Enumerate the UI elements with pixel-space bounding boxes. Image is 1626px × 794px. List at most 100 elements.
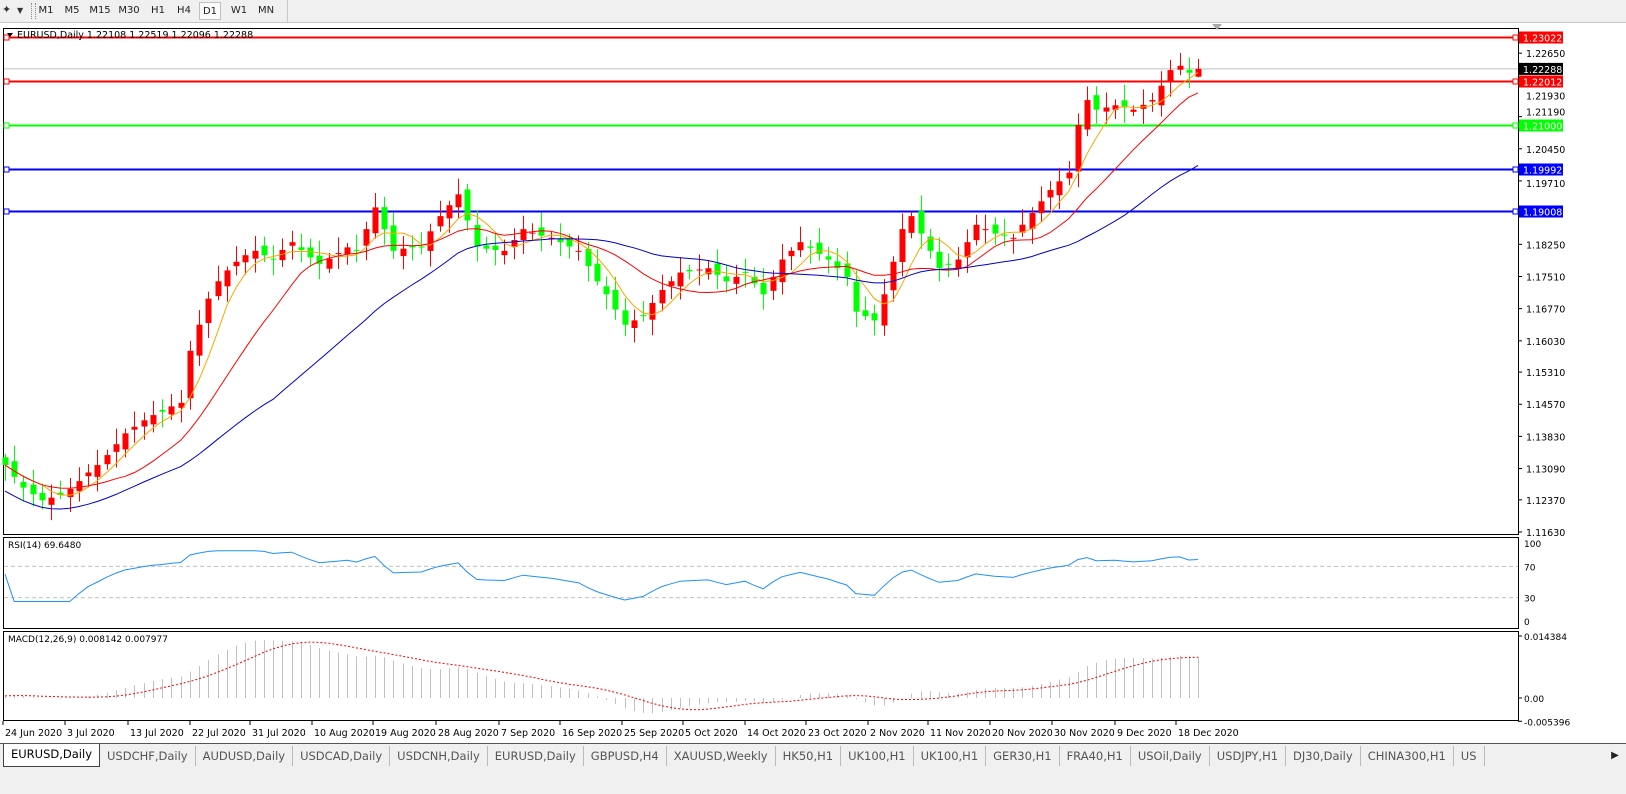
candle[interactable] [270,245,277,276]
chart-tab[interactable]: GER30,H1 [986,746,1060,766]
candle[interactable] [982,214,989,245]
candle[interactable] [30,469,37,507]
candle[interactable] [363,221,370,261]
candle[interactable] [908,211,915,239]
candle[interactable] [242,249,249,275]
candle[interactable] [807,240,814,264]
timeframe-m5[interactable]: M5 [64,5,80,16]
candle[interactable] [566,233,573,259]
candle[interactable] [11,445,18,484]
chart-tab[interactable]: USDCHF,Daily [100,746,196,766]
candle[interactable] [575,235,582,261]
toolbar-grip[interactable] [31,3,36,19]
candle[interactable] [1195,58,1202,78]
candle[interactable] [603,276,610,310]
level-handle-left[interactable] [3,166,10,173]
candle[interactable] [289,230,296,260]
level-handle-left[interactable] [3,122,10,129]
candle[interactable] [622,298,629,337]
candle[interactable] [122,428,129,458]
candle[interactable] [538,212,545,252]
candle[interactable] [640,301,647,322]
level-handle-right[interactable] [1512,166,1519,173]
chart-tab[interactable]: HK50,H1 [776,746,842,766]
level-handle-left[interactable] [3,208,10,215]
candle[interactable] [372,193,379,239]
candle[interactable] [945,253,952,278]
candle[interactable] [557,223,564,257]
chart-tab[interactable]: DJ30,Daily [1286,746,1361,766]
level-handle-left[interactable] [3,78,10,85]
candle[interactable] [992,217,999,245]
candle[interactable] [261,236,268,262]
candle[interactable] [1177,52,1184,76]
candle[interactable] [1038,186,1045,223]
candle[interactable] [316,240,323,280]
candle[interactable] [279,238,286,267]
line-tools-icon[interactable]: ✦ [2,3,12,16]
candle[interactable] [159,399,166,428]
candle[interactable] [1029,207,1036,245]
candle[interactable] [178,390,185,423]
chart-tab[interactable]: FRA40,H1 [1060,746,1131,766]
candle[interactable] [326,252,333,273]
candle[interactable] [659,274,666,312]
candle[interactable] [205,291,212,339]
candle[interactable] [492,231,499,266]
candle[interactable] [973,214,980,246]
chart-tab[interactable]: CHINA300,H1 [1361,746,1454,766]
level-handle-right[interactable] [1512,78,1519,85]
candle[interactable] [381,196,388,245]
candle[interactable] [816,227,823,261]
level-handle-right[interactable] [1512,122,1519,129]
chart-tab[interactable]: UK100,H1 [841,746,914,766]
candle[interactable] [899,213,906,277]
candle[interactable] [483,236,490,253]
chart-tab[interactable]: USDJPY,H1 [1210,746,1287,766]
candle[interactable] [1149,92,1156,112]
candle[interactable] [936,237,943,282]
main-price-panel[interactable] [3,28,1519,535]
chart-tab[interactable]: XAUUSD,Weekly [667,746,776,766]
candle[interactable] [770,270,777,300]
candle[interactable] [437,200,444,232]
candle[interactable] [594,249,601,286]
candle[interactable] [474,209,481,262]
candle[interactable] [705,260,712,280]
chart-canvas[interactable]: 1.22650 1.21930 1.21190 1.20450 1.19710 1.182… [0,23,1626,743]
candle[interactable] [881,279,888,336]
candle[interactable] [955,247,962,277]
candle[interactable] [446,200,453,233]
candle[interactable] [871,304,878,336]
candle[interactable] [39,483,46,510]
candle[interactable] [48,484,55,521]
candle[interactable] [788,247,795,270]
dropdown-arrow-icon[interactable]: ▼ [17,6,24,15]
candle[interactable] [918,195,925,250]
candle[interactable] [131,411,138,443]
candle[interactable] [1186,57,1193,89]
candle[interactable] [1167,60,1174,97]
candle[interactable] [714,249,721,290]
candle[interactable] [742,258,749,288]
candle[interactable] [631,309,638,343]
chart-tab[interactable]: AUDUSD,Daily [196,746,294,766]
candle[interactable] [760,268,767,310]
rsi-panel[interactable] [3,537,1519,629]
candle[interactable] [224,266,231,302]
level-handle-right[interactable] [1512,208,1519,215]
chart-tab[interactable]: USOil,Daily [1131,746,1210,766]
candle[interactable] [196,310,203,366]
candle[interactable] [76,467,83,502]
chart-shift-marker[interactable] [1212,24,1222,30]
candle[interactable] [779,244,786,295]
candle[interactable] [307,238,314,267]
timeframe-h1[interactable]: H1 [151,5,165,16]
candle[interactable] [1084,86,1091,137]
candle[interactable] [2,453,9,481]
candle[interactable] [1010,233,1017,254]
chart-tab[interactable]: US [1454,746,1485,766]
candle[interactable] [390,212,397,259]
candle[interactable] [1158,71,1165,117]
chart-tab[interactable]: EURUSD,Daily [3,744,100,767]
